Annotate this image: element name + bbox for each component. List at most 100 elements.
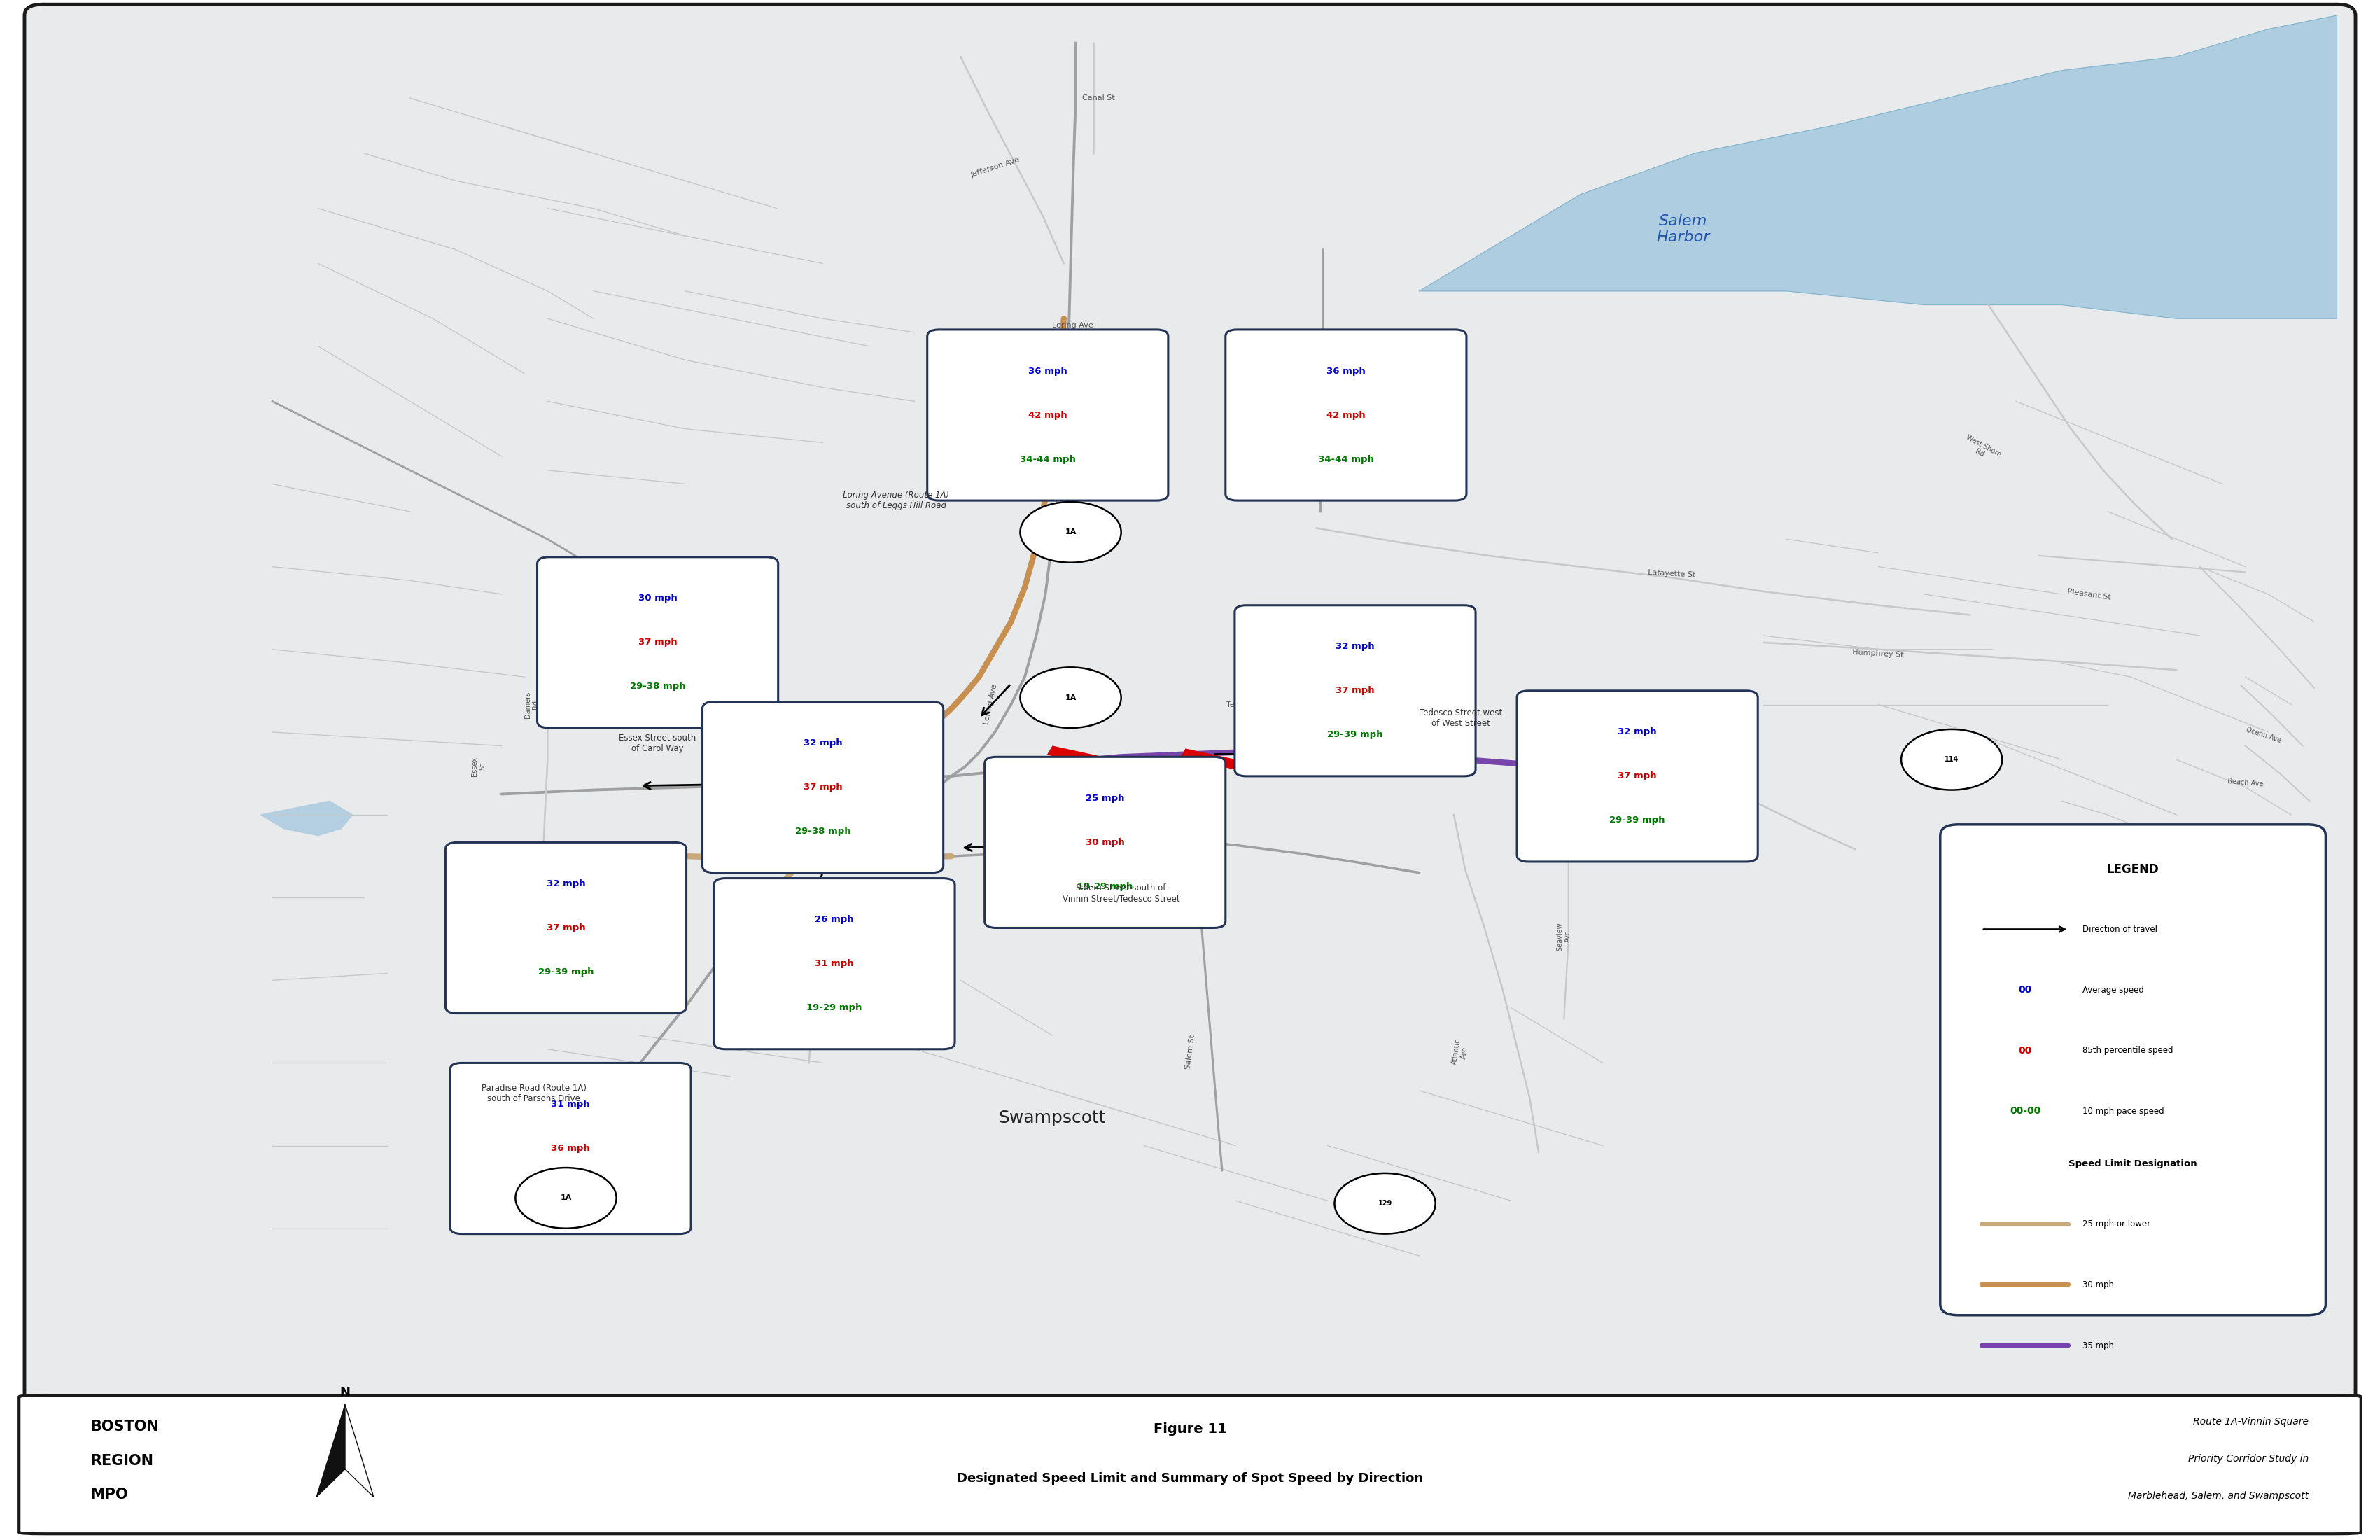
Text: 42 mph: 42 mph [1326, 411, 1366, 420]
FancyBboxPatch shape [445, 842, 685, 1013]
Text: 34-44 mph: 34-44 mph [1019, 454, 1076, 464]
Text: Leggs Hill Rd: Leggs Hill Rd [1328, 390, 1335, 440]
Text: 32 mph: 32 mph [547, 879, 585, 889]
Text: 32 mph: 32 mph [1618, 727, 1656, 736]
Text: Speed Limit Designation: Speed Limit Designation [2068, 1160, 2197, 1167]
Text: Rockaway
Rd: Rockaway Rd [1626, 833, 1664, 858]
Text: 37 mph: 37 mph [1335, 687, 1376, 696]
Text: Marblehead: Marblehead [1637, 750, 1752, 770]
Text: 24-34 mph: 24-34 mph [543, 1187, 597, 1197]
Text: LEGEND: LEGEND [2106, 862, 2159, 876]
Text: 30 mph: 30 mph [1085, 838, 1126, 847]
Text: Direction of travel: Direction of travel [2082, 924, 2156, 933]
Text: 25 mph or lower: 25 mph or lower [2082, 1220, 2152, 1229]
Text: Salem
Harbor: Salem Harbor [1656, 214, 1709, 245]
FancyBboxPatch shape [538, 557, 778, 728]
Text: 10 mph pace speed: 10 mph pace speed [2082, 1107, 2163, 1115]
Text: N: N [340, 1386, 350, 1398]
Circle shape [1021, 667, 1121, 728]
Text: 25 mph: 25 mph [1085, 793, 1123, 802]
Text: Priority Corridor Study in: Priority Corridor Study in [2187, 1454, 2309, 1463]
Text: Loring Ave: Loring Ave [1052, 322, 1092, 330]
Circle shape [1902, 730, 2002, 790]
FancyBboxPatch shape [714, 878, 954, 1049]
Text: Essex Street south
of Carol Way: Essex Street south of Carol Way [619, 733, 697, 753]
Text: 129: 129 [1378, 1200, 1392, 1207]
Polygon shape [262, 801, 352, 836]
FancyBboxPatch shape [985, 758, 1226, 927]
Text: 1A: 1A [559, 1195, 571, 1201]
Text: 42 mph: 42 mph [1028, 411, 1066, 420]
Text: 00-00: 00-00 [2009, 1106, 2040, 1116]
Text: Salem: Salem [538, 584, 605, 604]
Text: West Shore
Rd: West Shore Rd [1961, 434, 2002, 465]
Text: 32 mph: 32 mph [1335, 642, 1376, 651]
Text: Loring Avenue (Route 1A)
south of Leggs Hill Road: Loring Avenue (Route 1A) south of Leggs … [843, 491, 950, 510]
Text: Salem Street south of
Vinnin Street/Tedesco Street: Salem Street south of Vinnin Street/Tede… [1061, 884, 1180, 902]
Text: 37 mph: 37 mph [804, 782, 843, 792]
Text: 26 mph: 26 mph [814, 915, 854, 924]
Text: Jefferson Ave: Jefferson Ave [969, 156, 1021, 179]
Text: Damers
Rd: Damers Rd [524, 691, 540, 718]
Text: 29-38 mph: 29-38 mph [631, 682, 685, 691]
Text: 36 mph: 36 mph [1028, 367, 1066, 376]
Text: Paradise Rd: Paradise Rd [802, 962, 809, 1009]
Text: 1A: 1A [1064, 528, 1076, 536]
FancyBboxPatch shape [1940, 824, 2325, 1315]
Text: Ocean Ave: Ocean Ave [2244, 725, 2282, 744]
Text: 30 mph: 30 mph [638, 594, 678, 604]
Text: 00: 00 [2018, 986, 2033, 995]
Text: Pleasant St: Pleasant St [2068, 588, 2111, 601]
FancyBboxPatch shape [1235, 605, 1476, 776]
Text: 19-29 mph: 19-29 mph [1078, 882, 1133, 892]
Polygon shape [345, 1404, 374, 1497]
Text: 29-38 mph: 29-38 mph [795, 827, 850, 836]
Text: 30 mph: 30 mph [2082, 1280, 2113, 1289]
Text: Atlantic
Ave: Atlantic Ave [2232, 839, 2259, 859]
Text: Essex
St: Essex St [471, 756, 486, 776]
Circle shape [1021, 502, 1121, 562]
Text: Vinnin St: Vinnin St [1052, 704, 1085, 711]
Polygon shape [1418, 15, 2337, 319]
Text: Seaview
Ave: Seaview Ave [1557, 922, 1571, 950]
Text: Loring Ave: Loring Ave [983, 684, 997, 725]
Text: Designated Speed Limit and Summary of Spot Speed by Direction: Designated Speed Limit and Summary of Sp… [957, 1472, 1423, 1485]
Text: 37 mph: 37 mph [1618, 772, 1656, 781]
Text: Average speed: Average speed [2082, 986, 2144, 995]
Bar [1052, 428, 1095, 468]
FancyBboxPatch shape [1516, 691, 1759, 862]
FancyBboxPatch shape [450, 1063, 690, 1234]
Text: Canal St: Canal St [1083, 94, 1114, 102]
FancyBboxPatch shape [19, 1395, 2361, 1534]
Text: BOSTON: BOSTON [90, 1420, 159, 1434]
Text: 1A: 1A [1064, 695, 1076, 701]
Text: REGION: REGION [90, 1454, 152, 1468]
Text: 29-39 mph: 29-39 mph [538, 967, 593, 976]
Polygon shape [317, 1404, 345, 1497]
Text: 31 mph: 31 mph [814, 959, 854, 969]
FancyBboxPatch shape [24, 5, 2356, 1404]
Bar [1302, 427, 1345, 465]
Text: 29-39 mph: 29-39 mph [1609, 816, 1666, 825]
FancyBboxPatch shape [1226, 330, 1466, 500]
Text: Beach Ave: Beach Ave [2228, 778, 2263, 788]
Text: Paradise Road (Route 1A)
south of Parsons Drive: Paradise Road (Route 1A) south of Parson… [481, 1084, 585, 1103]
Text: Swampscott: Swampscott [1000, 1110, 1107, 1126]
Text: 36 mph: 36 mph [552, 1144, 590, 1153]
Text: 31 mph: 31 mph [552, 1100, 590, 1109]
Text: 114: 114 [1944, 756, 1959, 764]
Text: Humphrey St: Humphrey St [1852, 648, 1904, 659]
Text: Route 1A-Vinnin Square: Route 1A-Vinnin Square [2192, 1417, 2309, 1426]
Text: Marblehead, Salem, and Swampscott: Marblehead, Salem, and Swampscott [2128, 1491, 2309, 1500]
Circle shape [2056, 967, 2159, 1027]
Circle shape [516, 1167, 616, 1229]
Text: Figure 11: Figure 11 [1154, 1423, 1226, 1435]
Circle shape [1335, 1173, 1435, 1234]
FancyBboxPatch shape [702, 702, 942, 873]
Text: 37 mph: 37 mph [547, 924, 585, 932]
Text: Lafayette St: Lafayette St [1647, 568, 1697, 579]
Bar [1180, 748, 1245, 772]
Text: Atlantic
Ave: Atlantic Ave [1452, 1038, 1471, 1066]
Text: 85th percentile speed: 85th percentile speed [2082, 1046, 2173, 1055]
Text: 00: 00 [2018, 1046, 2033, 1055]
